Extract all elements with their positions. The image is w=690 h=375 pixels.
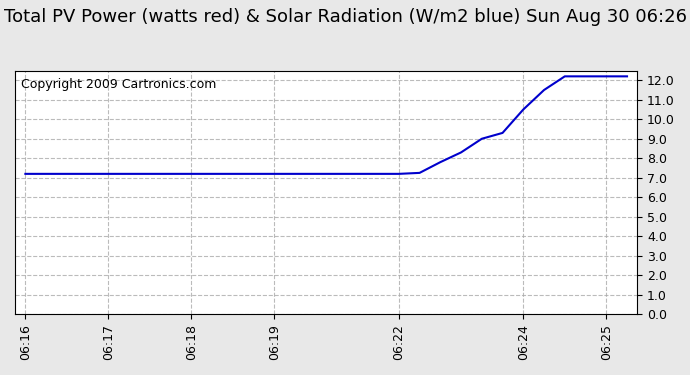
Text: Total PV Power (watts red) & Solar Radiation (W/m2 blue) Sun Aug 30 06:26: Total PV Power (watts red) & Solar Radia… <box>3 8 687 26</box>
Text: Copyright 2009 Cartronics.com: Copyright 2009 Cartronics.com <box>21 78 217 91</box>
